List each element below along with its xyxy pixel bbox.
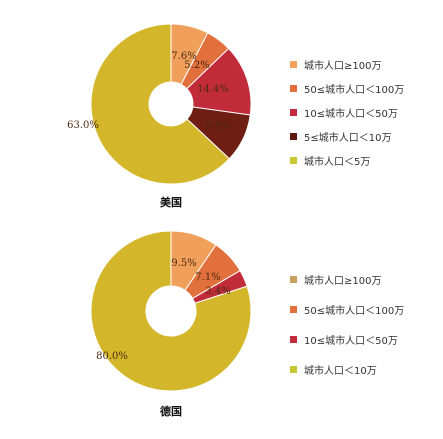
usa-legend-label-4: 城市人口＜5万 <box>304 156 371 168</box>
germany-legend-label-0: 城市人口≥100万 <box>304 275 382 287</box>
usa-legend-item-3: 5≤城市人口＜10万 <box>290 124 404 148</box>
usa-chart-title: 美国 <box>160 196 182 209</box>
usa-legend-swatch-1 <box>290 84 297 92</box>
usa-legend-swatch-2 <box>290 108 297 116</box>
usa-slice-label-1: 5.2% <box>184 60 209 71</box>
germany-slice-label-3: 80.0% <box>96 351 128 362</box>
usa-legend-item-4: 城市人口＜5万 <box>290 148 404 172</box>
usa-legend-swatch-3 <box>290 132 297 140</box>
germany-legend-label-3: 城市人口＜10万 <box>304 365 377 377</box>
germany-legend-item-0: 城市人口≥100万 <box>290 264 404 294</box>
usa-slice-label-2: 14.4% <box>197 84 229 95</box>
usa-legend: 城市人口≥100万 50≤城市人口＜100万 10≤城市人口＜50万 5≤城市人口＜1… <box>290 52 404 172</box>
usa-donut-chart: 7.6%5.2% 14.4% 9.8% 63.0% <box>67 23 252 185</box>
usa-legend-label-2: 10≤城市人口＜50万 <box>304 108 398 120</box>
germany-legend-label-2: 10≤城市人口＜50万 <box>304 335 398 347</box>
germany-legend-item-1: 50≤城市人口＜100万 <box>290 294 404 324</box>
germany-legend-item-2: 10≤城市人口＜50万 <box>290 324 404 354</box>
usa-slice-label-0: 7.6% <box>171 51 196 62</box>
usa-legend-item-2: 10≤城市人口＜50万 <box>290 100 404 124</box>
usa-legend-label-3: 5≤城市人口＜10万 <box>304 132 392 144</box>
germany-slice-label-1: 7.1% <box>195 272 220 283</box>
germany-legend-label-1: 50≤城市人口＜100万 <box>304 305 405 317</box>
germany-legend: 城市人口≥100万 50≤城市人口＜100万 10≤城市人口＜50万 城市人口＜10万 <box>290 264 404 384</box>
germany-donut-chart: 9.5% 7.1% 3.4% 80.0% <box>90 230 252 392</box>
germany-legend-swatch-1 <box>290 305 297 313</box>
germany-slice-label-0: 9.5% <box>171 258 196 269</box>
usa-slice-label-4: 63.0% <box>67 120 99 131</box>
usa-legend-swatch-0 <box>290 60 297 68</box>
usa-legend-label-1: 50≤城市人口＜100万 <box>304 84 405 96</box>
germany-legend-swatch-0 <box>290 275 297 283</box>
usa-legend-swatch-4 <box>290 156 297 164</box>
usa-slice-4 <box>90 23 231 185</box>
germany-legend-item-3: 城市人口＜10万 <box>290 354 404 384</box>
germany-chart-title: 德国 <box>160 405 182 418</box>
germany-slice-label-2: 3.4% <box>205 286 230 297</box>
usa-legend-item-1: 50≤城市人口＜100万 <box>290 76 404 100</box>
germany-legend-swatch-2 <box>290 335 297 343</box>
usa-slice-label-3: 9.8% <box>205 121 230 132</box>
usa-legend-item-0: 城市人口≥100万 <box>290 52 404 76</box>
germany-slice-3 <box>90 230 252 392</box>
usa-legend-label-0: 城市人口≥100万 <box>304 60 382 72</box>
germany-legend-swatch-3 <box>290 365 297 373</box>
